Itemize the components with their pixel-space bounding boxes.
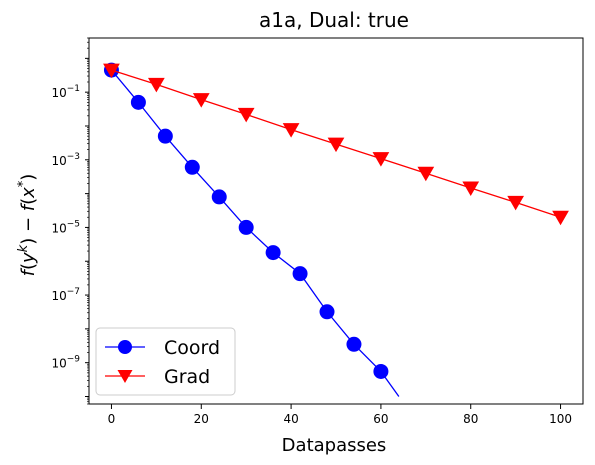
data-point-grad bbox=[507, 195, 525, 211]
plot-frame bbox=[88, 37, 584, 405]
data-point-coord bbox=[292, 266, 308, 282]
chart-title: a1a, Dual: true bbox=[259, 8, 409, 32]
data-point-grad bbox=[147, 77, 165, 93]
data-point-grad bbox=[282, 123, 300, 138]
legend-label-coord: Coord bbox=[164, 337, 220, 359]
y-tick-label: 10−7 bbox=[51, 287, 80, 303]
data-point-coord bbox=[373, 363, 389, 379]
data-point-coord bbox=[184, 159, 200, 175]
x-tick-label: 20 bbox=[194, 412, 209, 426]
x-axis-label: Datapasses bbox=[282, 435, 387, 456]
x-tick-label: 60 bbox=[373, 412, 388, 426]
data-point-grad bbox=[417, 166, 435, 182]
data-point-grad bbox=[372, 152, 390, 167]
x-tick-label: 0 bbox=[108, 412, 116, 426]
legend-marker-coord bbox=[118, 340, 132, 354]
data-point-grad bbox=[552, 210, 569, 226]
axes: 0 20 40 60 80 100 10−9 10−7 10−5 10−3 10−1 bbox=[51, 37, 584, 426]
y-axis-label: f(yk) − f(x*) bbox=[16, 174, 39, 277]
x-tick-label: 40 bbox=[283, 412, 298, 426]
legend-marker-grad bbox=[117, 370, 133, 383]
data-point-coord bbox=[157, 128, 173, 144]
y-tick-label: 10−9 bbox=[51, 355, 80, 371]
data-point-coord bbox=[265, 245, 281, 261]
data-point-coord bbox=[319, 304, 335, 320]
data-point-coord bbox=[346, 336, 362, 352]
plot-area bbox=[103, 62, 569, 397]
data-point-grad bbox=[103, 63, 120, 79]
y-tick-label: 10−5 bbox=[51, 219, 80, 235]
x-tick-label: 80 bbox=[463, 412, 478, 426]
y-tick-label: 10−1 bbox=[51, 84, 80, 100]
data-point-grad bbox=[462, 181, 480, 196]
y-tick-label: 10−3 bbox=[51, 152, 80, 168]
legend-label-grad: Grad bbox=[164, 366, 210, 388]
data-point-coord bbox=[130, 94, 146, 110]
data-point-grad bbox=[327, 137, 345, 153]
data-point-coord bbox=[238, 219, 254, 235]
x-tick-label: 100 bbox=[549, 412, 572, 426]
data-point-coord bbox=[211, 189, 227, 205]
data-point-grad bbox=[192, 93, 210, 108]
data-point-grad bbox=[237, 107, 255, 123]
legend: Coord Grad bbox=[95, 327, 236, 396]
